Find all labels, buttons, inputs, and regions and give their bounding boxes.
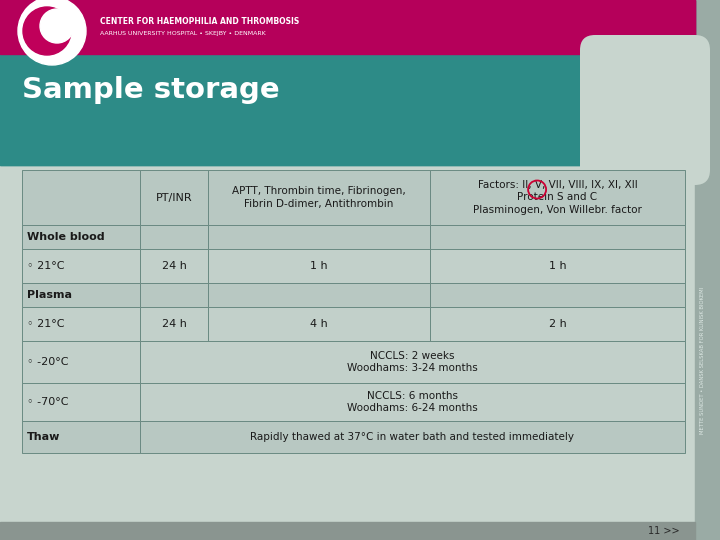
Bar (140, 307, 208, 341)
Text: AARHUS UNIVERSITY HOSPITAL • SKEJBY • DENMARK: AARHUS UNIVERSITY HOSPITAL • SKEJBY • DE… (100, 30, 266, 36)
FancyBboxPatch shape (580, 35, 710, 185)
Bar (22, 341, 140, 383)
Bar (22, 170, 140, 225)
Bar (430, 307, 685, 341)
Bar (140, 383, 685, 421)
Text: 24 h: 24 h (161, 261, 186, 271)
Text: Sample storage: Sample storage (22, 76, 279, 104)
Text: 2 h: 2 h (549, 319, 567, 329)
Bar (430, 225, 685, 249)
Bar (140, 421, 685, 453)
Bar (430, 283, 685, 307)
Text: NCCLS: 6 months
Woodhams: 6-24 months: NCCLS: 6 months Woodhams: 6-24 months (347, 390, 478, 414)
Bar (140, 341, 685, 383)
Bar (0, 0, 660, 54)
Circle shape (23, 7, 71, 55)
Text: 1 h: 1 h (310, 261, 328, 271)
Bar (430, 249, 685, 283)
Bar (22, 383, 140, 421)
Bar (208, 225, 430, 249)
Text: ◦ 21°C: ◦ 21°C (27, 261, 65, 271)
Text: ◦ -70°C: ◦ -70°C (27, 397, 68, 407)
Text: 1 h: 1 h (549, 261, 567, 271)
Text: METTE SUNDET • DANSK SELSKAB FOR KLINISK BIOKEMI: METTE SUNDET • DANSK SELSKAB FOR KLINISK… (701, 286, 706, 434)
Text: APTT, Thrombin time, Fibrinogen,
Fibrin D-dimer, Antithrombin: APTT, Thrombin time, Fibrinogen, Fibrin … (232, 186, 406, 209)
Bar (0, 522, 695, 540)
Bar (0, 0, 695, 165)
Bar (0, 0, 695, 54)
Text: Factors: II, V, VII, VIII, IX, XI, XII
Protein S and C
Plasminogen, Von Willebr.: Factors: II, V, VII, VIII, IX, XI, XII P… (473, 180, 642, 215)
Bar (140, 170, 208, 225)
Bar (140, 283, 208, 307)
Text: CENTER FOR HAEMOPHILIA AND THROMBOSIS: CENTER FOR HAEMOPHILIA AND THROMBOSIS (100, 17, 300, 26)
Bar (22, 421, 140, 453)
Text: PT/INR: PT/INR (156, 192, 192, 202)
Text: ◦ 21°C: ◦ 21°C (27, 319, 65, 329)
Text: NCCLS: 2 weeks
Woodhams: 3-24 months: NCCLS: 2 weeks Woodhams: 3-24 months (347, 350, 478, 373)
Bar (22, 307, 140, 341)
Circle shape (40, 9, 74, 43)
Bar (208, 283, 430, 307)
Bar (695, 0, 720, 540)
Circle shape (18, 0, 86, 65)
Text: 11 >>: 11 >> (649, 526, 680, 536)
Bar (0, 54, 660, 165)
Text: Plasma: Plasma (27, 290, 72, 300)
Bar (140, 249, 208, 283)
Text: ◦ -20°C: ◦ -20°C (27, 357, 68, 367)
Text: Rapidly thawed at 37°C in water bath and tested immediately: Rapidly thawed at 37°C in water bath and… (251, 432, 575, 442)
Bar (208, 307, 430, 341)
Text: 4 h: 4 h (310, 319, 328, 329)
Bar (430, 170, 685, 225)
Bar (22, 249, 140, 283)
Bar (22, 283, 140, 307)
Bar (140, 225, 208, 249)
Bar (208, 249, 430, 283)
Text: 24 h: 24 h (161, 319, 186, 329)
Bar (208, 170, 430, 225)
Bar (22, 225, 140, 249)
Text: Thaw: Thaw (27, 432, 60, 442)
Text: Whole blood: Whole blood (27, 232, 104, 242)
Bar (0, 0, 695, 54)
